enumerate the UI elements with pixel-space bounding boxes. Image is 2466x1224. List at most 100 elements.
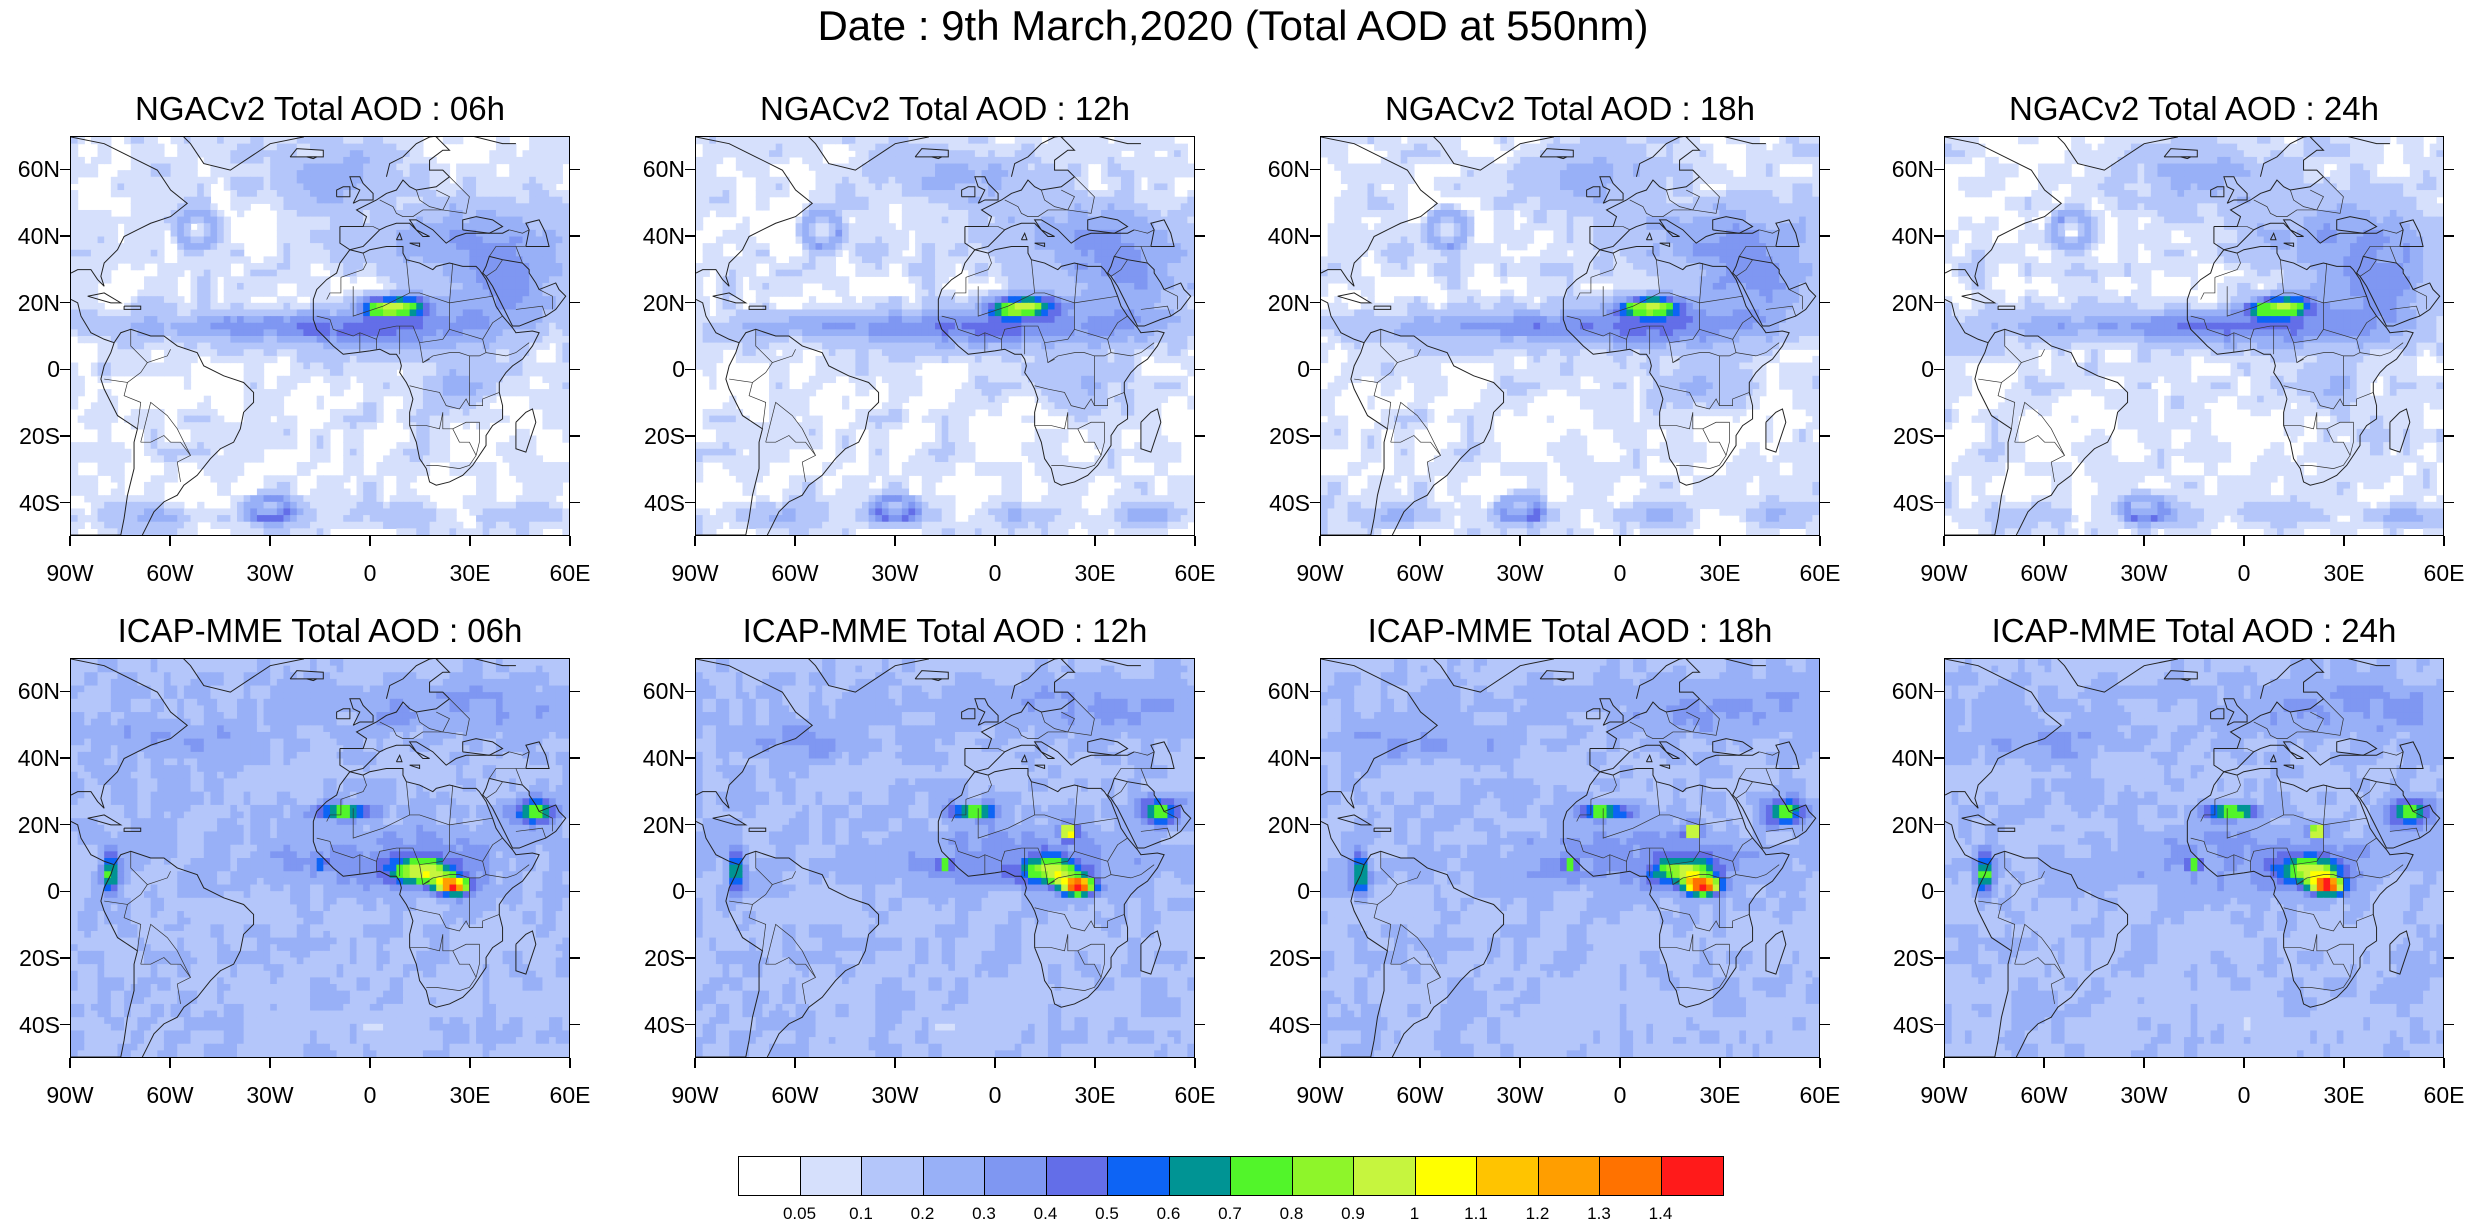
lat-tick-label: 20S (1874, 423, 1934, 449)
lat-tick (570, 891, 580, 893)
lat-tick (570, 824, 580, 826)
colorbar-label: 0.9 (1323, 1204, 1383, 1224)
colorbar-bin (1231, 1157, 1293, 1195)
colorbar-bin (1170, 1157, 1232, 1195)
lat-tick (1820, 1024, 1830, 1026)
lon-tick (1194, 1058, 1196, 1068)
lat-tick (1820, 891, 1830, 893)
lat-tick (60, 757, 70, 759)
lat-tick (1934, 169, 1944, 171)
lat-tick (1820, 757, 1830, 759)
lat-tick-label: 20N (1874, 290, 1934, 316)
lon-tick-label: 60W (1380, 560, 1460, 587)
lon-tick (169, 1058, 171, 1068)
lat-tick-label: 60N (0, 156, 60, 182)
colorbar-bin (1416, 1157, 1478, 1195)
aod-grid (1945, 137, 2443, 535)
lat-tick (1310, 757, 1320, 759)
lon-tick (2143, 536, 2145, 546)
colorbar-label: 0.4 (1016, 1204, 1076, 1224)
lat-tick (60, 691, 70, 693)
lat-tick-label: 0 (0, 878, 60, 904)
lat-tick (1310, 502, 1320, 504)
lat-tick-label: 0 (1874, 356, 1934, 382)
lon-tick-label: 30E (1680, 560, 1760, 587)
lon-tick (269, 1058, 271, 1068)
lat-tick-label: 20S (1874, 945, 1934, 971)
lat-tick (1310, 957, 1320, 959)
panel-title: NGACv2 Total AOD : 24h (1914, 90, 2466, 128)
lat-tick (1934, 891, 1944, 893)
lat-tick (1195, 1024, 1205, 1026)
colorbar-bin (739, 1157, 801, 1195)
lat-tick (2444, 1024, 2454, 1026)
lon-tick (794, 536, 796, 546)
lon-tick-label: 90W (655, 1082, 735, 1109)
lon-tick (1519, 536, 1521, 546)
panel-title: ICAP-MME Total AOD : 24h (1914, 612, 2466, 650)
lon-tick-label: 90W (655, 560, 735, 587)
lon-tick-label: 60W (2004, 1082, 2084, 1109)
lon-tick-label: 90W (30, 560, 110, 587)
lon-tick-label: 60W (2004, 560, 2084, 587)
lat-tick (1820, 502, 1830, 504)
lon-tick-label: 60E (530, 560, 610, 587)
lat-tick (2444, 957, 2454, 959)
aod-field (1945, 659, 2443, 1057)
lat-tick (60, 824, 70, 826)
colorbar-label: 1.1 (1446, 1204, 1506, 1224)
aod-map (1320, 136, 1820, 536)
lat-tick (1934, 302, 1944, 304)
lon-tick-label: 30E (2304, 1082, 2384, 1109)
lat-tick (1934, 957, 1944, 959)
panel-title: NGACv2 Total AOD : 06h (40, 90, 600, 128)
lat-tick-label: 40S (1250, 1012, 1310, 1038)
aod-field (696, 137, 1194, 535)
aod-field (1321, 659, 1819, 1057)
lat-tick (1195, 891, 1205, 893)
panel-title: ICAP-MME Total AOD : 12h (665, 612, 1225, 650)
colorbar-label: 1.3 (1569, 1204, 1629, 1224)
lat-tick (60, 235, 70, 237)
colorbar-label: 0.3 (954, 1204, 1014, 1224)
lat-tick (1934, 691, 1944, 693)
lat-tick-label: 40S (625, 1012, 685, 1038)
lat-tick-label: 20S (1250, 423, 1310, 449)
lon-tick (1094, 1058, 1096, 1068)
aod-map (695, 136, 1195, 536)
lon-tick (2043, 1058, 2045, 1068)
lon-tick-label: 60E (530, 1082, 610, 1109)
lat-tick (1195, 957, 1205, 959)
lat-tick (2444, 302, 2454, 304)
lon-tick-label: 30W (1480, 1082, 1560, 1109)
colorbar-bin (1108, 1157, 1170, 1195)
lon-tick-label: 30W (855, 1082, 935, 1109)
colorbar-bin (1600, 1157, 1662, 1195)
colorbar-bin (985, 1157, 1047, 1195)
lat-tick (1195, 369, 1205, 371)
lat-tick-label: 20S (625, 945, 685, 971)
lat-tick (60, 957, 70, 959)
lon-tick (1619, 536, 1621, 546)
lat-tick (1310, 691, 1320, 693)
lat-tick-label: 20N (625, 290, 685, 316)
lat-tick-label: 40N (625, 745, 685, 771)
lat-tick (1934, 824, 1944, 826)
lat-tick (60, 435, 70, 437)
lon-tick-label: 60E (1155, 560, 1235, 587)
lon-tick-label: 30W (230, 1082, 310, 1109)
colorbar-bin (1477, 1157, 1539, 1195)
aod-grid (1321, 137, 1819, 535)
lon-tick-label: 30W (230, 560, 310, 587)
lon-tick-label: 90W (1904, 560, 1984, 587)
lat-tick (685, 824, 695, 826)
colorbar-label: 0.6 (1139, 1204, 1199, 1224)
lat-tick (2444, 757, 2454, 759)
lat-tick (685, 957, 695, 959)
aod-grid (696, 659, 1194, 1057)
lat-tick (685, 1024, 695, 1026)
colorbar-bin (1354, 1157, 1416, 1195)
